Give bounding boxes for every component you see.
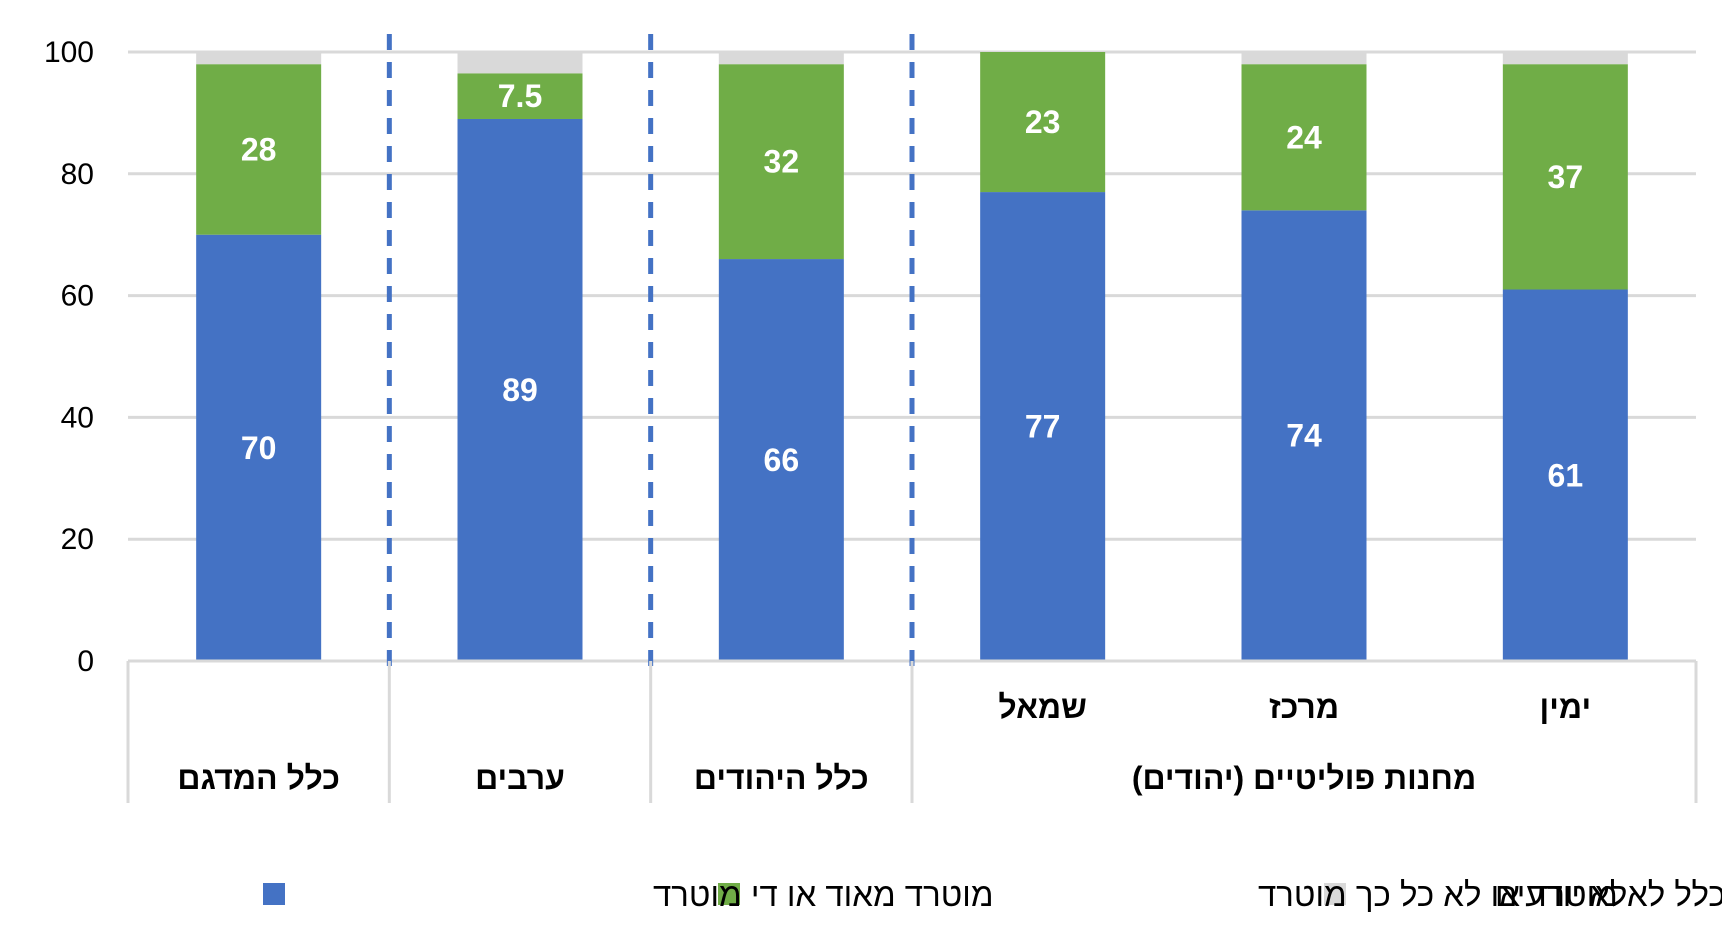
category-label: כלל היהודים xyxy=(694,760,869,796)
category-label: ימין xyxy=(1540,689,1592,725)
bar-segment xyxy=(1502,289,1628,661)
category-label: מרכז xyxy=(1269,689,1339,725)
bar-segment xyxy=(457,52,583,74)
bar-segment xyxy=(718,259,844,661)
bar-segment xyxy=(1502,52,1628,65)
bar-segment xyxy=(1241,210,1367,661)
bar-segment xyxy=(196,234,322,661)
category-label: כלל המדגם xyxy=(177,760,340,796)
bar-segment xyxy=(980,52,1106,193)
y-tick-label: 20 xyxy=(61,523,94,556)
bar-segment xyxy=(457,118,583,662)
group-label: מחנות פוליטיים (יהודים) xyxy=(1132,760,1476,796)
legend-swatch xyxy=(1324,883,1346,905)
data-label: 66 xyxy=(764,442,800,478)
data-label: 77 xyxy=(1025,409,1061,445)
bar-segment xyxy=(1502,64,1628,290)
bar-segment xyxy=(980,192,1106,661)
data-label: 7.5 xyxy=(498,78,542,114)
bar-segment xyxy=(718,52,844,65)
bar-segment xyxy=(1241,52,1367,65)
legend-swatch xyxy=(718,883,740,905)
y-tick-label: 80 xyxy=(61,158,94,191)
data-label: 70 xyxy=(241,430,277,466)
data-label: 74 xyxy=(1286,418,1322,454)
data-label: 37 xyxy=(1548,159,1584,195)
bar-segment xyxy=(1241,64,1367,211)
y-tick-label: 40 xyxy=(61,401,94,434)
legend-label: מוטרד מאוד או די מוטרד xyxy=(653,876,994,913)
legend-label: בכלל לא מוטרד או לא כל כך מוטרד xyxy=(1258,876,1722,913)
y-tick-label: 100 xyxy=(44,36,94,69)
bar-segment xyxy=(196,64,322,235)
data-label: 32 xyxy=(764,144,800,180)
data-label: 28 xyxy=(241,131,277,167)
bar-segment xyxy=(457,73,583,119)
category-label: שמאל xyxy=(998,689,1086,725)
bar-segment xyxy=(196,52,322,65)
y-tick-label: 60 xyxy=(61,280,94,313)
data-label: 24 xyxy=(1286,119,1322,155)
legend-swatch xyxy=(263,883,285,905)
y-tick-label: 0 xyxy=(77,645,94,678)
bar-segment xyxy=(718,64,844,260)
data-label: 23 xyxy=(1025,104,1061,140)
category-label: ערבים xyxy=(475,760,565,796)
data-label: 61 xyxy=(1548,457,1584,493)
legend-label: לא יודעים xyxy=(1495,876,1627,913)
data-label: 89 xyxy=(502,372,538,408)
